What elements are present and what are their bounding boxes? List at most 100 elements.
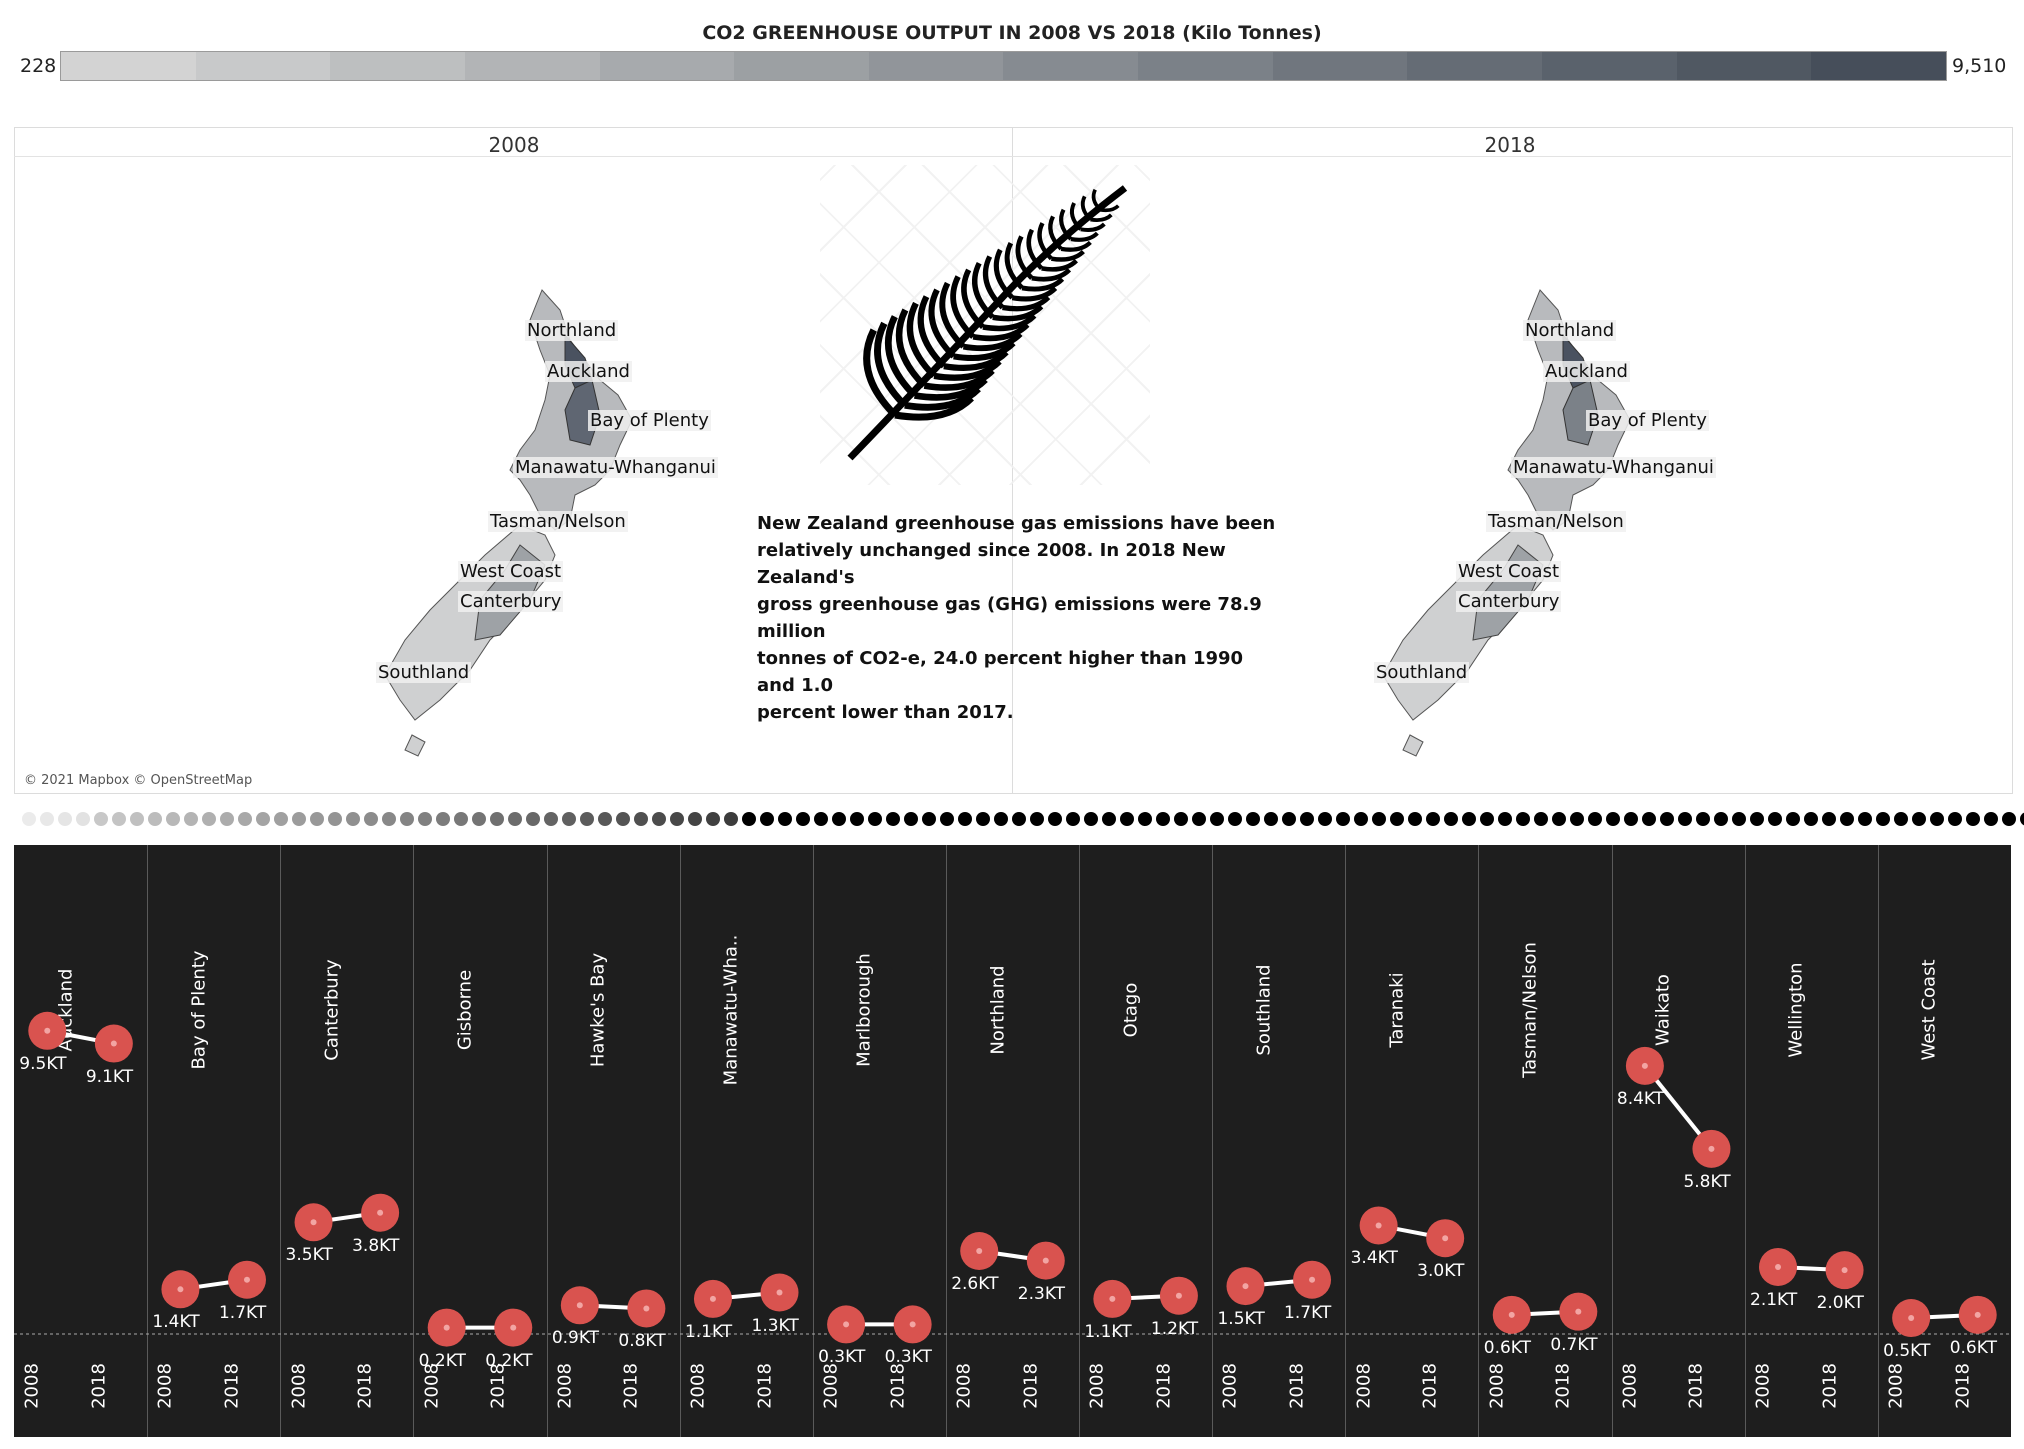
legend-min-label: 228 <box>20 55 57 77</box>
separator-dot <box>328 812 342 826</box>
separator-dot <box>58 812 72 826</box>
separator-dot <box>1498 812 1512 826</box>
separator-dot <box>1534 812 1548 826</box>
separator-dot <box>1930 812 1944 826</box>
data-point-center <box>443 1324 450 1331</box>
legend-step <box>1272 52 1408 80</box>
separator-dot <box>184 812 198 826</box>
separator-dot <box>598 812 612 826</box>
map-label-northland: Northland <box>525 320 619 341</box>
separator-dot <box>688 812 702 826</box>
silver-fern-icon <box>847 185 1128 461</box>
column-separator <box>1212 845 1214 1437</box>
separator-dot <box>652 812 666 826</box>
separator-dot <box>1660 812 1674 826</box>
separator-dot <box>1588 812 1602 826</box>
data-point-center <box>776 1289 783 1296</box>
separator-dot <box>1120 812 1134 826</box>
map-label-auckland: Auckland <box>1543 361 1630 382</box>
column-separator <box>679 845 681 1437</box>
map-label-west-coast: West Coast <box>1456 561 1562 582</box>
column-separator <box>1345 845 1347 1437</box>
map-label-northland: Northland <box>1523 320 1617 341</box>
data-label: 1.1KT <box>1084 1321 1132 1342</box>
separator-dot <box>868 812 882 826</box>
narrative-text: New Zealand greenhouse gas emissions hav… <box>757 510 1277 726</box>
separator-dot <box>1480 812 1494 826</box>
separator-dot <box>274 812 288 826</box>
separator-dot <box>1336 812 1350 826</box>
separator-dot <box>1912 812 1926 826</box>
separator-dot <box>994 812 1008 826</box>
separator-dot <box>1840 812 1854 826</box>
data-label: 2.1KT <box>1750 1289 1798 1310</box>
separator-dot <box>1300 812 1314 826</box>
separator-dot <box>1264 812 1278 826</box>
separator-dot <box>1768 812 1782 826</box>
separator-dot <box>976 812 990 826</box>
data-label: 1.7KT <box>1284 1302 1332 1323</box>
data-point-center <box>377 1209 384 1216</box>
map-label-bay-of-plenty: Bay of Plenty <box>1586 410 1709 431</box>
separator-dot <box>634 812 648 826</box>
data-label: 1.4KT <box>152 1312 200 1333</box>
separator-dot <box>616 812 630 826</box>
separator-dot <box>1984 812 1998 826</box>
separator-dot <box>886 812 900 826</box>
separator-dot <box>148 812 162 826</box>
separator-dot <box>490 812 504 826</box>
map-label-manawatu: Manawatu-Whanganui <box>1511 457 1716 478</box>
separator-dot <box>2002 812 2016 826</box>
separator-dot <box>526 812 540 826</box>
data-point-center <box>1175 1292 1182 1299</box>
separator-dot <box>1624 812 1638 826</box>
separator-dot <box>1156 812 1170 826</box>
separator-dot <box>202 812 216 826</box>
separator-dot <box>1390 812 1404 826</box>
separator-dot <box>1642 812 1656 826</box>
data-point-center <box>1641 1062 1648 1069</box>
legend-step <box>599 52 735 80</box>
legend-step <box>868 52 1004 80</box>
separator-dot <box>1408 812 1422 826</box>
separator-dot <box>1426 812 1440 826</box>
separator-dot <box>1552 812 1566 826</box>
separator-dot <box>76 812 90 826</box>
separator-dot <box>814 812 828 826</box>
separator-dot <box>2020 812 2024 826</box>
data-point-center <box>1042 1257 1049 1264</box>
separator-dot <box>94 812 108 826</box>
separator-dot <box>1606 812 1620 826</box>
data-label: 3.4KT <box>1350 1248 1398 1269</box>
separator-dot <box>310 812 324 826</box>
separator-dot <box>112 812 126 826</box>
data-point-center <box>1309 1276 1316 1283</box>
narrative-line: tonnes of CO2-e, 24.0 percent higher tha… <box>757 648 1244 696</box>
separator-dot <box>1228 812 1242 826</box>
map-label-canterbury: Canterbury <box>1456 591 1562 612</box>
data-label: 3.0KT <box>1417 1261 1465 1282</box>
separator-dot <box>454 812 468 826</box>
separator-dot <box>1444 812 1458 826</box>
separator-dot <box>418 812 432 826</box>
separator-dot <box>166 812 180 826</box>
separator-dot <box>1246 812 1260 826</box>
data-label: 1.5KT <box>1217 1309 1265 1330</box>
separator-dot <box>238 812 252 826</box>
data-label: 0.8KT <box>618 1331 666 1352</box>
map-label-southland: Southland <box>376 662 472 683</box>
data-label: 0.7KT <box>1550 1334 1598 1355</box>
map-year-2018: 2018 <box>1484 133 1536 157</box>
separator-dot <box>364 812 378 826</box>
data-point-center <box>1442 1235 1449 1242</box>
separator-dot <box>1102 812 1116 826</box>
separator-dot <box>1822 812 1836 826</box>
separator-dot <box>742 812 756 826</box>
legend-max-label: 9,510 <box>1952 55 2007 77</box>
separator-dot <box>436 812 450 826</box>
separator-dot <box>1786 812 1800 826</box>
separator-dot <box>1696 812 1710 826</box>
map-credit[interactable]: © 2021 Mapbox © OpenStreetMap <box>24 773 253 788</box>
data-point-center <box>310 1219 317 1226</box>
slope-chart[interactable] <box>14 845 2011 1437</box>
